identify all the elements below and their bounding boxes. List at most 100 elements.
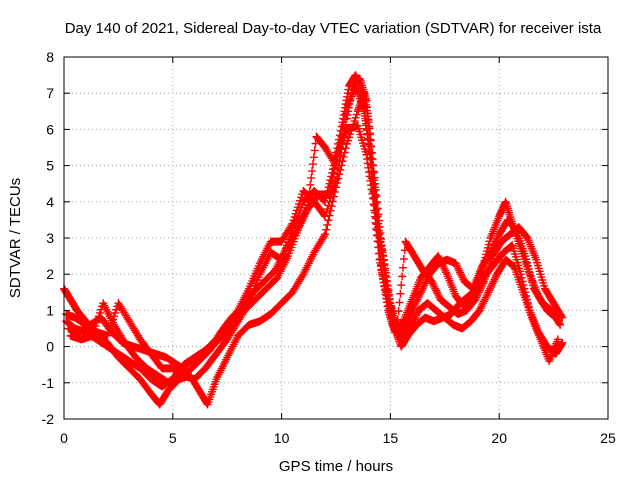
data-point [476,284,485,293]
data-point [486,284,495,293]
data-point [440,264,449,273]
data-point [399,263,408,272]
data-point [420,281,429,290]
data-point [304,194,313,203]
data-point [298,215,307,224]
data-point [441,266,450,275]
data-point [297,217,306,226]
data-point [327,181,336,190]
data-point [339,121,348,130]
data-point [322,225,331,234]
data-point [457,272,466,281]
data-point [301,208,310,217]
data-point [341,109,350,118]
data-point [458,273,467,282]
data-point [432,286,441,295]
data-point [310,146,319,155]
data-point [473,290,482,299]
data-point [407,320,416,329]
data-point [436,257,445,266]
data-point [309,153,318,162]
data-point [550,312,559,321]
data-point [320,232,329,241]
data-point [395,298,404,307]
y-tick-label: -1 [42,375,55,391]
x-axis-label: GPS time / hours [279,458,393,475]
data-point [405,324,414,333]
x-tick-label: 20 [491,430,507,446]
data-point [397,281,406,290]
data-point [477,282,486,291]
data-point [333,151,342,160]
data-point [442,268,451,277]
data-point [323,205,332,214]
data-point [474,288,483,297]
x-tick-label: 10 [274,430,290,446]
data-point [471,295,480,304]
y-tick-label: 2 [46,266,54,282]
data-point [427,277,436,286]
data-point [398,272,407,281]
data-point [332,155,341,164]
data-point [399,254,408,263]
data-point [330,164,339,173]
data-point [434,291,443,300]
y-axis-label: SDTVAR / TECUs [7,178,24,298]
data-point [328,177,337,186]
data-point [454,264,463,273]
data-point [308,160,317,169]
data-point [416,288,425,297]
data-point [331,160,340,169]
data-point [558,338,567,347]
chart-title: Day 140 of 2021, Sidereal Day-to-day VTE… [65,20,602,37]
data-point [430,282,439,291]
y-tick-label: 1 [46,302,54,318]
data-point [322,208,331,217]
data-point [406,322,415,331]
data-point [453,262,462,271]
data-point [473,291,482,300]
data-point [550,312,559,321]
data-point [491,273,500,282]
data-point [393,315,402,324]
data-point [415,291,424,300]
series-track-5 [66,121,562,387]
data-point [433,290,442,299]
data-point [472,293,481,302]
data-point [306,180,315,189]
data-point [323,220,332,229]
data-point [411,313,420,322]
data-point [436,255,445,264]
data-point [295,221,304,230]
data-point [557,312,566,321]
data-point [489,277,498,286]
x-tick-label: 15 [383,430,399,446]
data-point [479,279,488,288]
data-point [326,186,335,195]
data-point [480,295,489,304]
data-point [434,252,443,261]
data-point [483,290,492,299]
data-point [301,210,310,219]
data-point [490,275,499,284]
data-point [479,297,488,306]
data-point [396,289,405,298]
data-point [556,320,565,329]
data-point [477,302,486,311]
data-point [482,291,491,300]
data-point [475,286,484,295]
data-point [329,168,338,177]
data-point [409,317,418,326]
data-point [455,266,464,275]
data-point [451,259,460,268]
data-point [478,281,487,290]
data-point [415,290,424,299]
y-tick-label: 7 [46,85,54,101]
y-tick-label: 0 [46,339,54,355]
data-point [412,310,421,319]
data-point [452,261,461,270]
y-tick-label: 5 [46,158,54,174]
axes: 0 5 10 15 20 25 -2 -1 0 1 2 3 4 5 6 7 8 [42,49,616,446]
data-point [408,319,417,328]
